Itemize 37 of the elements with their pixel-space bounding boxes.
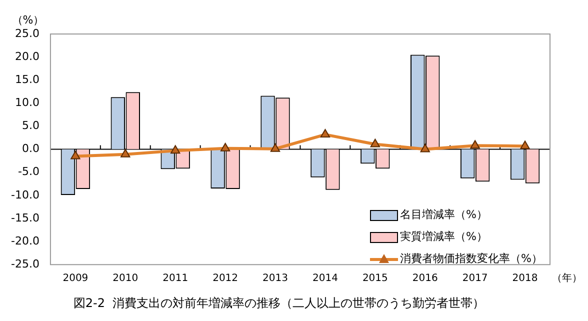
legend-label: 実質増減率（%） bbox=[400, 229, 488, 245]
x-tick-label: 2013 bbox=[262, 273, 288, 284]
y-tick-label: 20.0 bbox=[14, 50, 40, 63]
legend-label: 名目増減率（%） bbox=[400, 207, 488, 223]
y-tick-label: -15.0 bbox=[10, 211, 40, 224]
x-tick-label: 2012 bbox=[212, 273, 238, 284]
point bbox=[120, 148, 130, 158]
point bbox=[470, 140, 480, 149]
point bbox=[420, 144, 430, 152]
y-tick-label: 10.0 bbox=[14, 96, 40, 110]
y-tick-label: 25.0 bbox=[14, 26, 40, 40]
y-tick-label: 5.0 bbox=[22, 119, 40, 132]
y-tick-label: -10.0 bbox=[10, 188, 40, 202]
x-tick-label: 2017 bbox=[462, 273, 488, 284]
point bbox=[270, 143, 280, 152]
y-tick-label: 15.0 bbox=[14, 72, 40, 86]
y-tick-label: -5.0 bbox=[18, 165, 40, 178]
x-tick-label: 2010 bbox=[112, 273, 138, 284]
point bbox=[220, 142, 230, 152]
y-axis-title: （%） bbox=[12, 13, 44, 26]
point bbox=[320, 129, 330, 138]
y-tick-label: -20.0 bbox=[10, 234, 40, 248]
legend-label: 消費者物価指数変化率（%） bbox=[400, 251, 542, 267]
x-tick-label: 2009 bbox=[62, 273, 88, 284]
point bbox=[520, 140, 530, 150]
y-tick-label: -25.0 bbox=[10, 257, 40, 270]
point bbox=[370, 138, 380, 148]
y-tick-label: 0.0 bbox=[22, 142, 40, 156]
x-tick-label: 2011 bbox=[162, 273, 188, 284]
text: 図2-2 消費支出の対前年増減率の推移（二人以上の世帯のうち勤労者世帯） bbox=[73, 296, 485, 310]
x-tick-label: 2015 bbox=[362, 273, 388, 284]
x-axis-title: （年） bbox=[552, 272, 582, 284]
point bbox=[170, 145, 180, 154]
x-tick-label: 2014 bbox=[312, 273, 338, 284]
point bbox=[70, 150, 80, 160]
x-tick-label: 2018 bbox=[512, 273, 538, 284]
x-tick-label: 2016 bbox=[412, 273, 438, 284]
